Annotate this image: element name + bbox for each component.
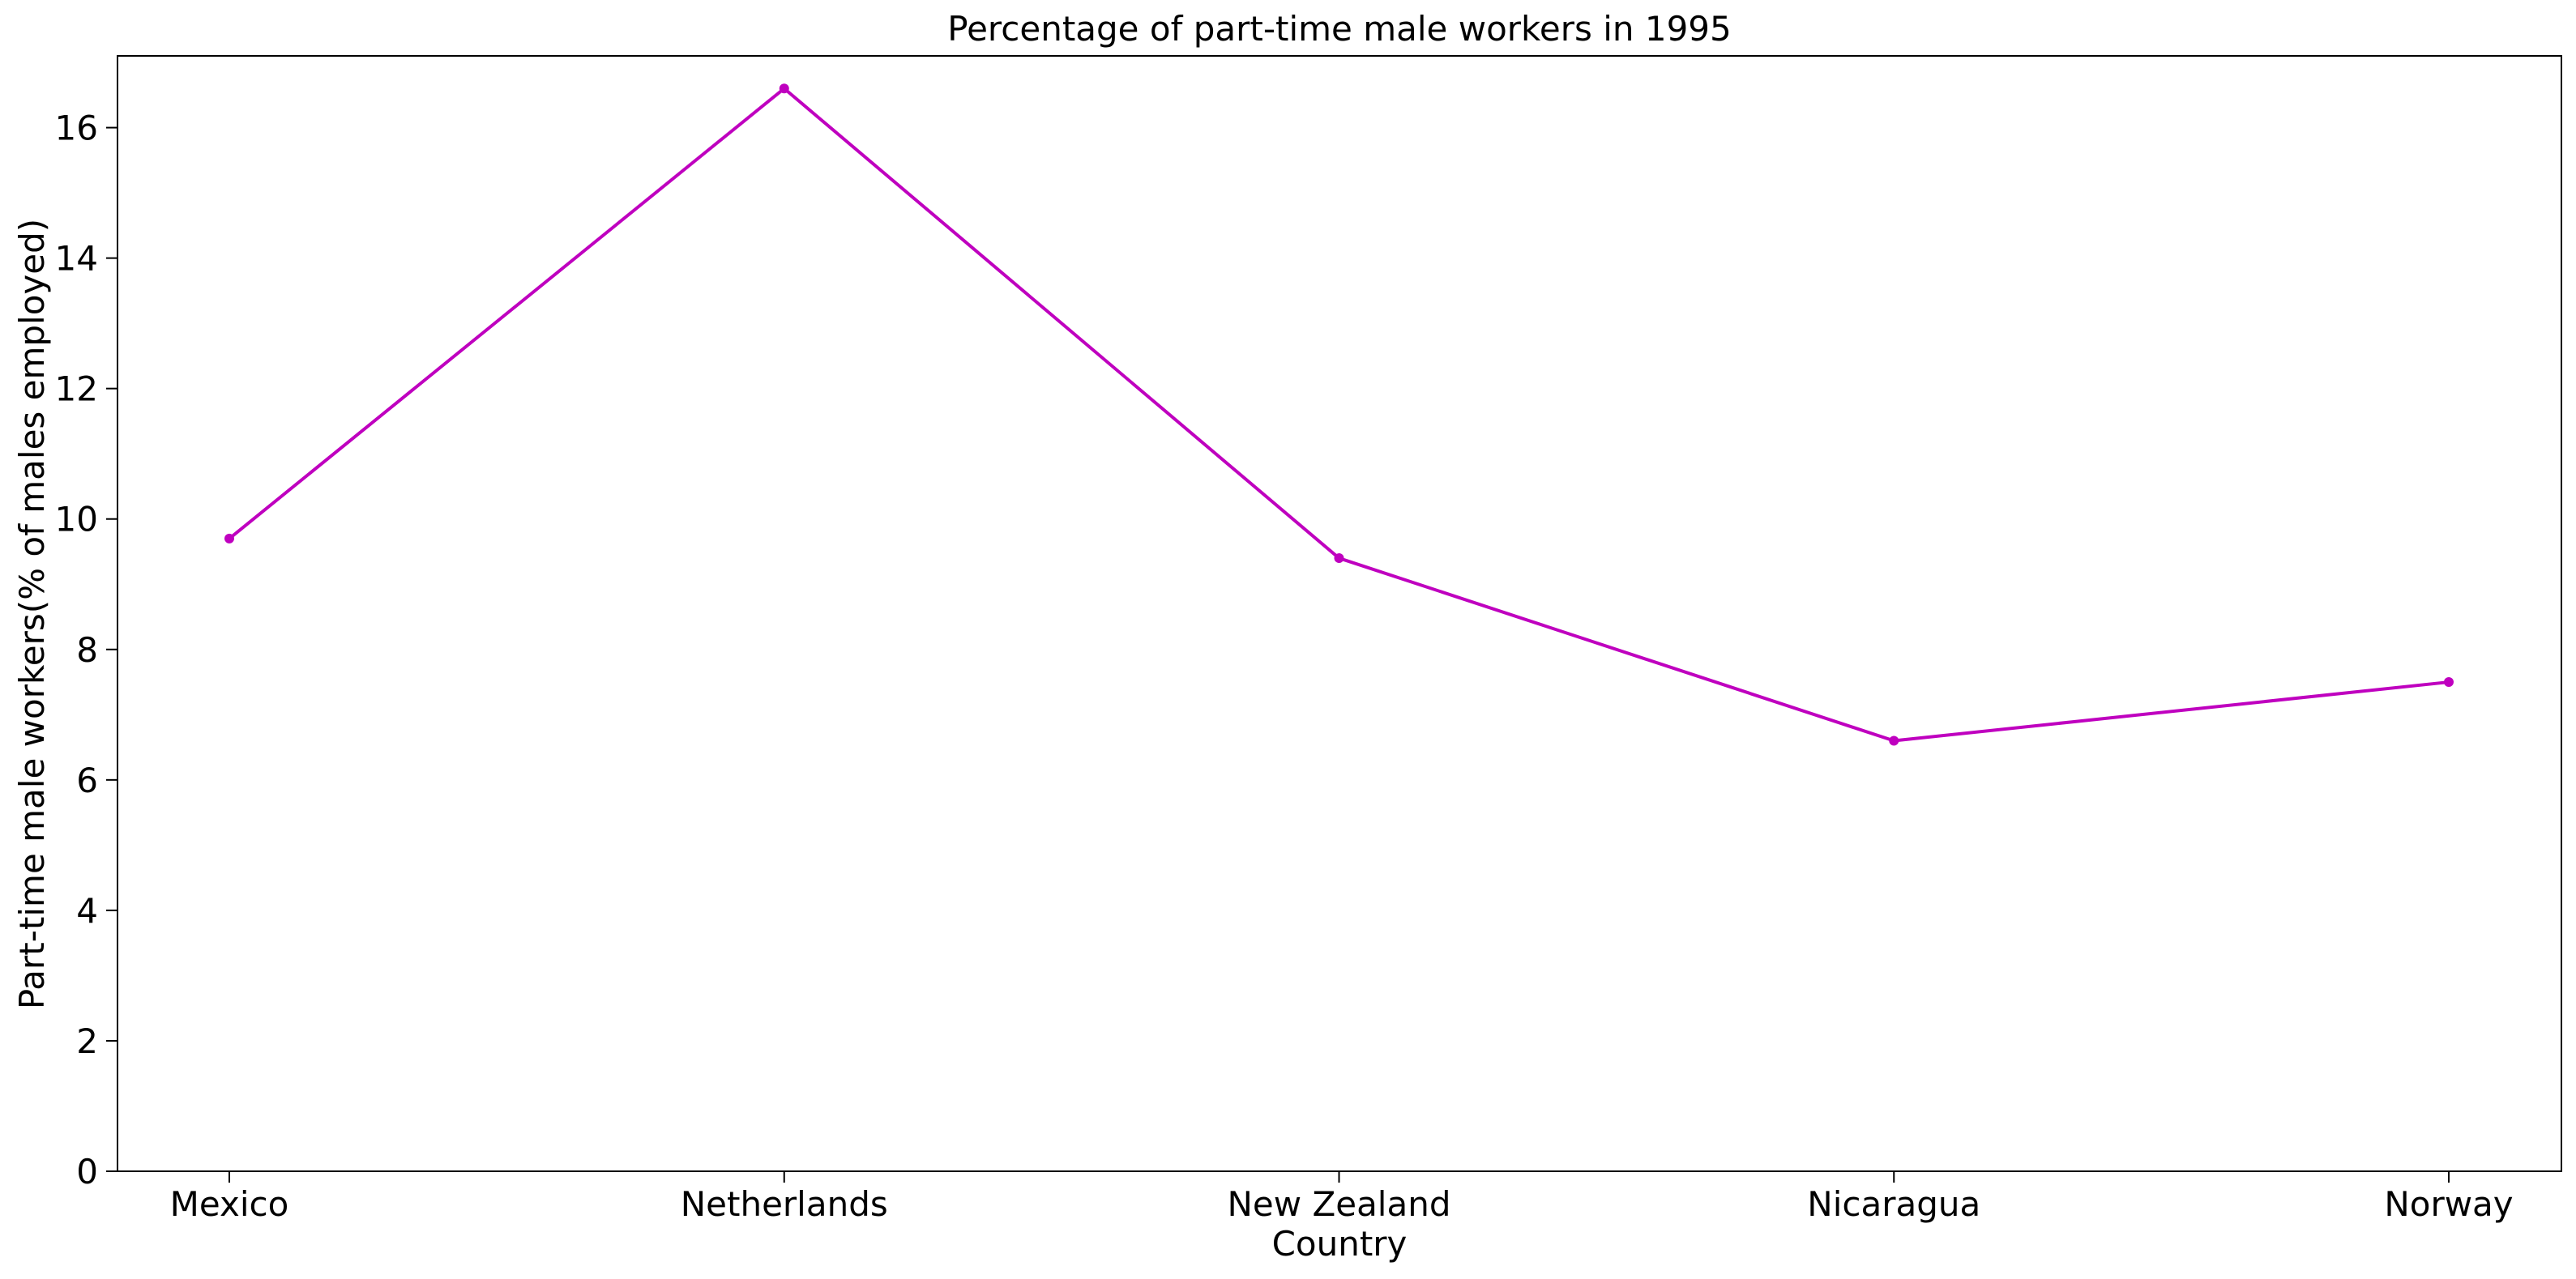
- data-point: [224, 533, 234, 544]
- data-point: [2444, 677, 2454, 688]
- y-axis: 0 2 4 6 8 10 12 14 16: [55, 109, 117, 1192]
- y-tick-label: 6: [76, 761, 98, 800]
- data-point: [1334, 553, 1344, 564]
- x-tick-label: Mexico: [170, 1184, 289, 1224]
- x-axis-label: Country: [1272, 1224, 1408, 1264]
- x-tick-label: New Zealand: [1228, 1184, 1451, 1224]
- y-tick-label: 12: [55, 369, 98, 409]
- data-point: [1889, 735, 1899, 746]
- y-tick-label: 10: [55, 500, 98, 539]
- y-axis-label: Part-time male workers(% of males employ…: [12, 219, 52, 1009]
- y-tick-label: 2: [76, 1021, 98, 1061]
- x-tick-label: Netherlands: [681, 1184, 888, 1224]
- data-point: [779, 83, 789, 94]
- x-axis: Mexico Netherlands New Zealand Nicaragua Nor…: [170, 1171, 2514, 1224]
- series-line: [228, 87, 2450, 743]
- x-tick-label: Nicaragua: [1807, 1184, 1980, 1224]
- y-tick-label: 8: [76, 630, 98, 670]
- y-tick-label: 0: [76, 1152, 98, 1192]
- plot-frame: [117, 55, 2562, 1172]
- y-tick-label: 14: [55, 239, 98, 279]
- x-tick-label: Norway: [2384, 1184, 2513, 1224]
- series-layer: [224, 83, 2454, 746]
- chart-title: Percentage of part-time male workers in …: [947, 9, 1732, 49]
- y-tick-label: 4: [76, 891, 98, 931]
- y-tick-label: 16: [55, 109, 98, 148]
